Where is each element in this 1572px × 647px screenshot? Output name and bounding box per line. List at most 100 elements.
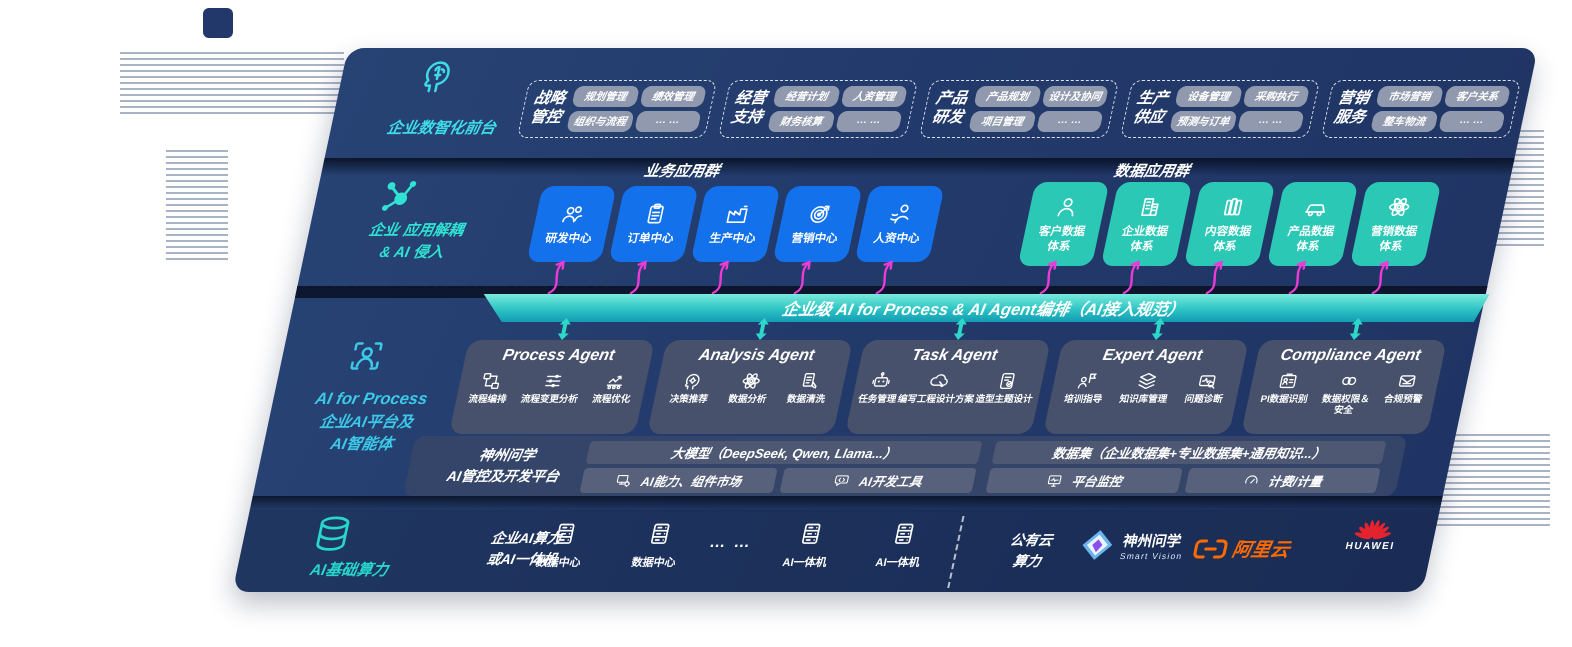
business-group-title: 业务应用群 <box>642 163 722 180</box>
agent-item: 流程优化 <box>591 370 637 406</box>
platform-dataset-column: 数据集（企业数据集+专业数据集+通用知识...） 平台监控 计费/计量 <box>985 441 1387 493</box>
app-box: 生产中心 <box>690 186 781 262</box>
checklist-icon <box>999 372 1015 390</box>
front-stage-group-pills: 产品规划 设计及协同 项目管理… … <box>968 86 1109 132</box>
app-box-label: 企业数据 体系 <box>1120 226 1170 253</box>
database-icon-slot <box>306 512 359 556</box>
building-icon <box>1141 198 1159 217</box>
infra-node-label: AI一体机 <box>781 557 828 569</box>
front-stage-pill: 项目管理 <box>968 111 1037 132</box>
app-box-label: 人资中心 <box>872 233 921 246</box>
aliyun-text: 阿里云 <box>1229 540 1292 561</box>
ai-injection-arrow <box>1205 260 1223 294</box>
orchestration-link-arrow <box>1349 318 1363 340</box>
front-stage-group: 经营 支持 经营计划 人资管理 财务核算… … <box>717 80 919 138</box>
clipboard-icon <box>647 203 664 224</box>
shenzhou-wenxue-text: 神州问学 <box>1121 533 1183 550</box>
atom-icon <box>1388 198 1410 217</box>
front-stage-groups: 战略 管控 规划管理 绩效管理 组织与流程… … 经营 支持 经营计划 人资管理 财务核算… … <box>516 80 1522 138</box>
app-layer-label: 企业 应用解耦 & AI 侵入 <box>324 220 503 264</box>
platform-tool: AI开发工具 <box>778 468 977 493</box>
ai-injection-arrow <box>547 260 565 294</box>
infra-node-label: 数据中心 <box>630 557 677 569</box>
agent-card: Expert Agent 培训指导 知识库管理 问题诊断 <box>1042 340 1249 434</box>
ai-injection-arrow <box>711 260 729 294</box>
brain-head-icon <box>424 61 450 93</box>
orchestration-link-arrow <box>1151 318 1165 340</box>
agent-item-label: PI数据识别 <box>1259 394 1309 405</box>
app-layer-label-line2: & AI 侵入 <box>377 243 446 261</box>
platform-model-column: 大模型（DeepSeek, Qwen, Llama...） AI能力、组件市场 A… <box>579 441 983 493</box>
agent-item-label: 流程变更分析 <box>519 394 579 405</box>
front-stage-group-pills: 市场营销 客户关系 整车物流… … <box>1370 86 1511 132</box>
agent-item-label: 数据清洗 <box>785 394 827 405</box>
agent-item-label: 编写工程设计方案 <box>896 394 975 405</box>
front-stage-pill: 设计及协同 <box>1040 86 1109 107</box>
app-box: 订单中心 <box>608 186 699 262</box>
agent-item: 编写工程设计方案 <box>896 370 980 406</box>
robot-icon <box>872 372 890 387</box>
agent-title: Expert Agent <box>1101 347 1204 364</box>
front-stage-pill: 市场营销 <box>1375 86 1444 107</box>
flow-icon <box>483 372 500 390</box>
app-box: 企业数据 体系 <box>1100 182 1193 266</box>
agent-items: 决策推荐 数据分析 数据清洗 <box>658 370 842 406</box>
conveyor-icon <box>606 375 622 390</box>
huawei-petals-icon <box>1354 520 1391 540</box>
front-stage-group-name: 经营 支持 <box>729 90 769 126</box>
ai-injection-arrow <box>1039 260 1057 294</box>
data-app-row: 客户数据 体系 企业数据 体系 内容数据 体系 产品数据 体系 营销数据 体系 <box>1017 182 1442 266</box>
platform-label: 神州问学 AI管控及开发平台 <box>421 445 590 487</box>
ai-injection-arrow <box>793 260 811 294</box>
infra-nodes: 数据中心 数据中心… … AI一体机 AI一体机 <box>513 518 1008 590</box>
architecture-diagram: 企业数智化前台 战略 管控 规划管理 绩效管理 组织与流程… … 经营 支持 经营计划 人资… <box>232 48 1538 592</box>
link-icon <box>1342 376 1357 386</box>
ai-injection-arrow <box>629 260 647 294</box>
platform-tool: 平台监控 <box>985 468 1183 493</box>
doc-clean-icon <box>802 372 817 389</box>
agent-title: Task Agent <box>910 347 999 364</box>
id-card-icon <box>1279 373 1297 389</box>
front-stage-pill: … … <box>834 111 903 132</box>
app-box: 内容数据 体系 <box>1183 182 1276 266</box>
shenzhou-wenxue-diamond-icon <box>1082 530 1113 560</box>
agent-item: PI数据识别 <box>1257 370 1314 417</box>
front-stage-pill: 规划管理 <box>571 86 640 107</box>
cloud-gear-icon <box>930 374 949 388</box>
ai-tools-icon <box>835 475 850 486</box>
agent-item-label: 流程优化 <box>590 394 632 405</box>
front-stage-pill: 绩效管理 <box>638 86 707 107</box>
molecule-icon <box>382 180 417 211</box>
platform-label-line1: 神州问学 <box>477 447 538 463</box>
agent-items: PI数据识别 数据权限＆ 安全 合规预警 <box>1250 370 1436 417</box>
app-layer-label-line1: 企业 应用解耦 <box>367 222 466 239</box>
front-stage-group: 生产 供应 设备管理 采购执行 预测与订单… … <box>1119 80 1321 138</box>
platform-tool: 计费/计量 <box>1183 468 1381 493</box>
agent-item: 决策推荐 <box>668 370 714 406</box>
agent-item-label: 数据权限＆ 安全 <box>1320 394 1371 416</box>
decor-square <box>203 8 233 38</box>
agent-item: 造型主题设计 <box>974 370 1039 406</box>
app-box-label: 生产中心 <box>708 233 757 246</box>
atom-icon <box>742 373 760 389</box>
front-stage-group-name: 战略 管控 <box>528 90 568 126</box>
app-box: 研发中心 <box>526 186 617 262</box>
orchestration-link-arrow <box>755 318 769 340</box>
front-stage-pill: 预测与订单 <box>1169 111 1238 132</box>
agent-items: 任务管理 编写工程设计方案 造型主题设计 <box>856 370 1040 406</box>
agent-item: 问题诊断 <box>1183 370 1229 406</box>
ai-market-icon <box>617 475 631 487</box>
front-stage-pill: 产品规划 <box>973 86 1042 107</box>
front-stage-group-pills: 经营计划 人资管理 财务核算… … <box>767 86 908 132</box>
ai-injection-arrow <box>1288 260 1306 294</box>
agent-item-label: 知识库管理 <box>1118 394 1169 405</box>
app-box-label: 客户数据 体系 <box>1037 226 1087 253</box>
books-icon <box>1223 198 1243 216</box>
app-box-label: 订单中心 <box>626 233 675 246</box>
app-box-label: 营销中心 <box>790 233 839 246</box>
agent-card: Process Agent 流程编排 流程变更分析 流程优化 <box>448 340 655 434</box>
agent-item: 培训指导 <box>1063 370 1109 406</box>
front-stage-pill: … … <box>1437 111 1506 132</box>
front-stage-pill: … … <box>1035 111 1104 132</box>
agent-item: 合规预警 <box>1380 370 1428 417</box>
